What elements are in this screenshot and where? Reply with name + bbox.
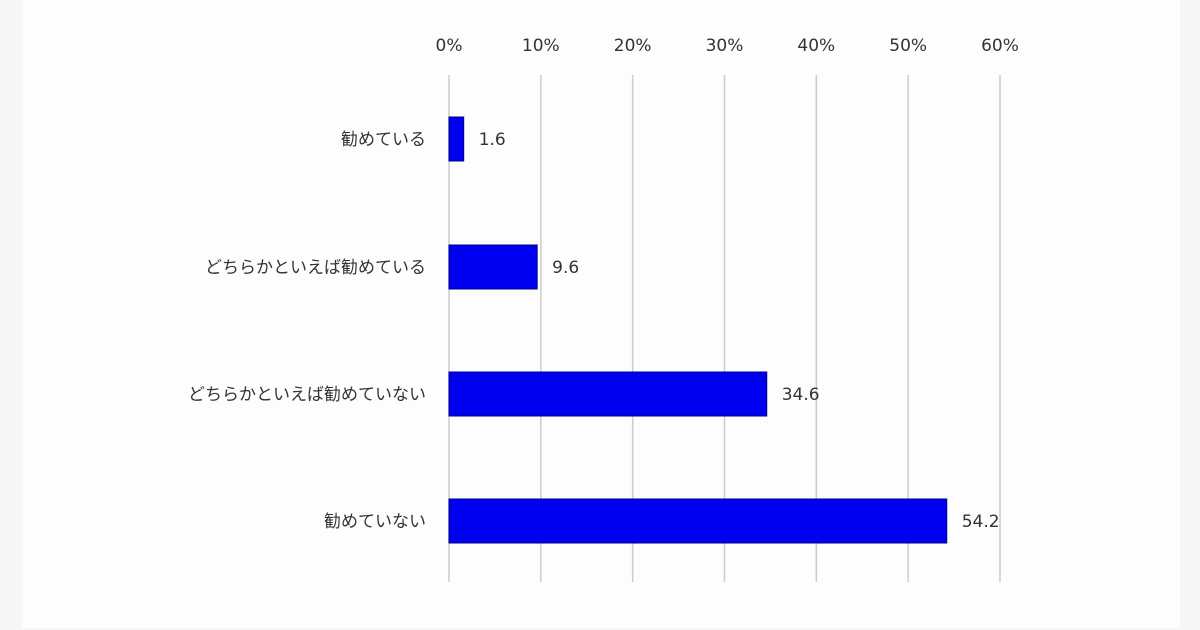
- data-label: 34.6: [782, 385, 820, 405]
- bar: [448, 116, 465, 162]
- category-label: どちらかといえば勧めている: [205, 258, 426, 278]
- x-tick-label: 10%: [522, 36, 560, 56]
- x-tick-label: 40%: [797, 36, 835, 56]
- bar: [448, 371, 768, 417]
- category-label: 勧めている: [341, 130, 426, 150]
- data-label: 9.6: [552, 258, 579, 278]
- category-label: どちらかといえば勧めていない: [188, 385, 426, 405]
- data-label: 1.6: [479, 130, 506, 150]
- x-tick-label: 30%: [706, 36, 744, 56]
- x-tick-label: 0%: [436, 36, 463, 56]
- bar: [448, 244, 538, 290]
- data-label: 54.2: [962, 512, 1000, 532]
- x-tick-label: 50%: [889, 36, 927, 56]
- x-tick-label: 60%: [981, 36, 1019, 56]
- category-label: 勧めていない: [324, 512, 426, 532]
- x-tick-label: 20%: [614, 36, 652, 56]
- bar: [448, 498, 948, 544]
